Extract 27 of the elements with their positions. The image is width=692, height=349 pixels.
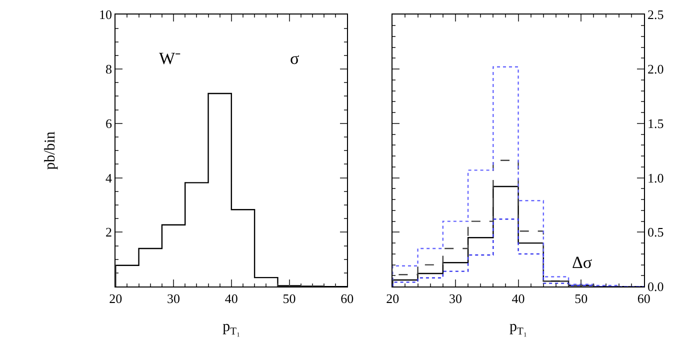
y-tick-label: 6 bbox=[106, 116, 113, 131]
y-tick-label: 8 bbox=[106, 62, 112, 77]
x-tick-label: 20 bbox=[109, 291, 122, 306]
annotation: Δσ bbox=[572, 253, 592, 272]
x-tick-label: 20 bbox=[386, 291, 400, 306]
x-tick-label: 30 bbox=[167, 291, 180, 306]
x-tick-label: 60 bbox=[637, 291, 650, 306]
y-tick-label: 4 bbox=[106, 170, 113, 186]
y-axis-title: pb/bin bbox=[42, 130, 58, 170]
y2-tick-label: 0.5 bbox=[648, 224, 664, 240]
x-tick-label: 60 bbox=[340, 291, 354, 306]
annotation: W⁻ bbox=[159, 49, 182, 68]
y2-tick-label: 1.5 bbox=[648, 116, 664, 131]
x-axis-title: p$_{T₁}$ bbox=[222, 319, 240, 338]
x-axis-title: p$_{T₁}$ bbox=[510, 319, 528, 338]
y2-tick-label: 2.0 bbox=[648, 62, 664, 77]
x-tick-label: 40 bbox=[224, 291, 238, 306]
x-tick-label: 50 bbox=[282, 291, 296, 306]
y2-tick-label: 2.5 bbox=[648, 7, 664, 22]
y2-tick-label: 0.0 bbox=[648, 279, 664, 294]
x-tick-label: 30 bbox=[448, 291, 462, 306]
x-tick-label: 40 bbox=[512, 291, 525, 306]
y-tick-label: 2 bbox=[106, 224, 112, 240]
x-tick-label: 50 bbox=[574, 291, 588, 306]
y2-tick-label: 1.0 bbox=[648, 170, 664, 186]
annotation: σ bbox=[290, 49, 300, 68]
y-tick-label: 10 bbox=[99, 7, 112, 22]
